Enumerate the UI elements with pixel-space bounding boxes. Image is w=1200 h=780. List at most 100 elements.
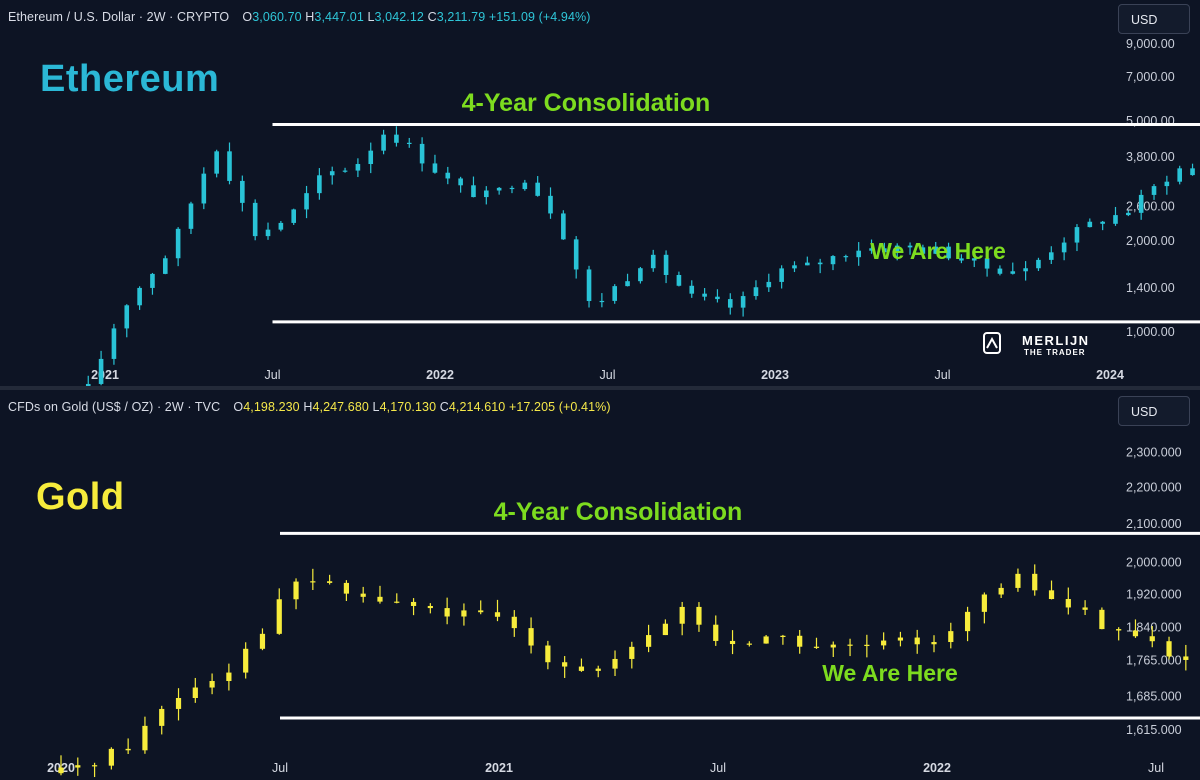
close-key: C xyxy=(439,400,449,414)
candle-body xyxy=(897,637,904,641)
candle-body xyxy=(227,151,232,181)
candle-body xyxy=(1149,636,1155,642)
candle-body xyxy=(914,637,920,645)
candle-body xyxy=(355,164,361,171)
candle-body xyxy=(98,358,104,384)
candle-body xyxy=(91,765,98,767)
candle-body xyxy=(1087,221,1093,228)
candle-body xyxy=(150,273,155,288)
candle-body xyxy=(780,635,786,637)
x-tick-label: 2024 xyxy=(1096,368,1124,382)
gold-chart[interactable]: 2,300.000 2,200.000 2,100.000 2,000.000 1,92… xyxy=(0,390,1200,780)
y-tick-label: 2,000.00 xyxy=(1126,234,1175,248)
currency-badge[interactable]: USD xyxy=(1118,4,1190,34)
candle-body xyxy=(729,640,736,645)
candle-body xyxy=(779,268,784,282)
candle-body xyxy=(931,642,937,645)
y-tick-label: 1,685.000 xyxy=(1126,690,1182,704)
candle-body xyxy=(948,631,954,643)
candle-body xyxy=(427,605,433,609)
candle-body xyxy=(108,748,114,766)
x-tick-label: 2023 xyxy=(761,368,789,382)
candle-body xyxy=(1166,641,1172,657)
candle-body xyxy=(1100,221,1105,224)
candle-body xyxy=(650,254,656,269)
candle-body xyxy=(209,681,215,688)
candle-body xyxy=(1126,212,1131,216)
candle-body xyxy=(410,601,417,606)
candle-body xyxy=(360,593,366,597)
candle-body xyxy=(599,300,605,303)
candle-body xyxy=(856,250,861,258)
here-label: We Are Here xyxy=(822,660,958,686)
candle-body xyxy=(561,213,566,240)
y-tick-label: 2,000.000 xyxy=(1126,555,1182,569)
candle-body xyxy=(1113,215,1118,224)
candle-body xyxy=(702,293,707,297)
candle-body xyxy=(689,285,695,294)
change-value: +17.205 (+0.41%) xyxy=(508,400,611,414)
candle-body xyxy=(1065,599,1071,608)
candle-body xyxy=(946,246,951,259)
low-value: 4,170.130 xyxy=(379,400,437,414)
candle-body xyxy=(830,644,836,648)
candle-body xyxy=(1138,194,1144,213)
candle-body xyxy=(663,254,669,275)
candle-body xyxy=(276,599,282,634)
close-key: C xyxy=(427,10,437,24)
candle-body xyxy=(545,645,551,663)
candle-body xyxy=(377,596,383,602)
ethereum-chart[interactable]: 9,000.007,000.005,000.003,800.002,600.00… xyxy=(0,0,1200,386)
candle-body xyxy=(981,594,987,612)
candle-body xyxy=(162,258,168,274)
candle-body xyxy=(766,281,772,288)
candle-body xyxy=(573,239,579,270)
candle-body xyxy=(75,765,81,768)
currency-badge[interactable]: USD xyxy=(1118,396,1190,426)
candle-body xyxy=(1048,590,1055,600)
pane-divider[interactable] xyxy=(0,386,1200,390)
candle-body xyxy=(998,587,1004,595)
candle-body xyxy=(612,286,618,301)
candle-body xyxy=(612,658,618,669)
candle-body xyxy=(984,258,990,269)
x-tick-label: Jul xyxy=(935,368,951,382)
candle-body xyxy=(638,268,643,282)
candle-body xyxy=(125,748,131,751)
candle-body xyxy=(381,134,386,151)
candle-body xyxy=(679,606,685,624)
merlijn-logo-mark-icon xyxy=(986,336,998,349)
merlijn-logo-icon xyxy=(983,332,1001,354)
gold-chart-panel: 2,300.000 2,200.000 2,100.000 2,000.000 1,92… xyxy=(0,390,1200,780)
candle-body xyxy=(201,173,207,204)
candle-body xyxy=(813,646,820,648)
y-tick-label: 9,000.00 xyxy=(1126,37,1175,51)
candle-body xyxy=(1023,268,1028,272)
candle-body xyxy=(343,582,350,594)
change-value: +151.09 (+4.94%) xyxy=(488,10,591,24)
x-tick-label: Jul xyxy=(710,761,726,775)
here-label: We Are Here xyxy=(870,238,1006,264)
candle-body xyxy=(214,151,219,174)
candle-body xyxy=(175,698,182,709)
candle-body xyxy=(662,623,668,636)
candle-body xyxy=(394,134,399,143)
ethereum-title: Ethereum xyxy=(40,58,220,100)
candle-body xyxy=(1116,629,1122,631)
candle-body xyxy=(494,612,501,617)
candle-body xyxy=(310,581,316,583)
candle-body xyxy=(907,245,913,248)
candle-body xyxy=(137,287,142,306)
candle-body xyxy=(959,258,964,261)
candle-body xyxy=(797,635,803,647)
candle-body xyxy=(746,643,752,645)
candle-body xyxy=(1074,227,1080,243)
candle-body xyxy=(1164,181,1170,187)
y-tick-label: 1,765.000 xyxy=(1126,653,1182,667)
open-value: 4,198.230 xyxy=(243,400,300,414)
candle-body xyxy=(830,256,836,265)
candle-body xyxy=(175,228,181,259)
candle-body xyxy=(882,248,887,253)
candle-body xyxy=(881,640,887,646)
candle-body xyxy=(920,247,926,254)
